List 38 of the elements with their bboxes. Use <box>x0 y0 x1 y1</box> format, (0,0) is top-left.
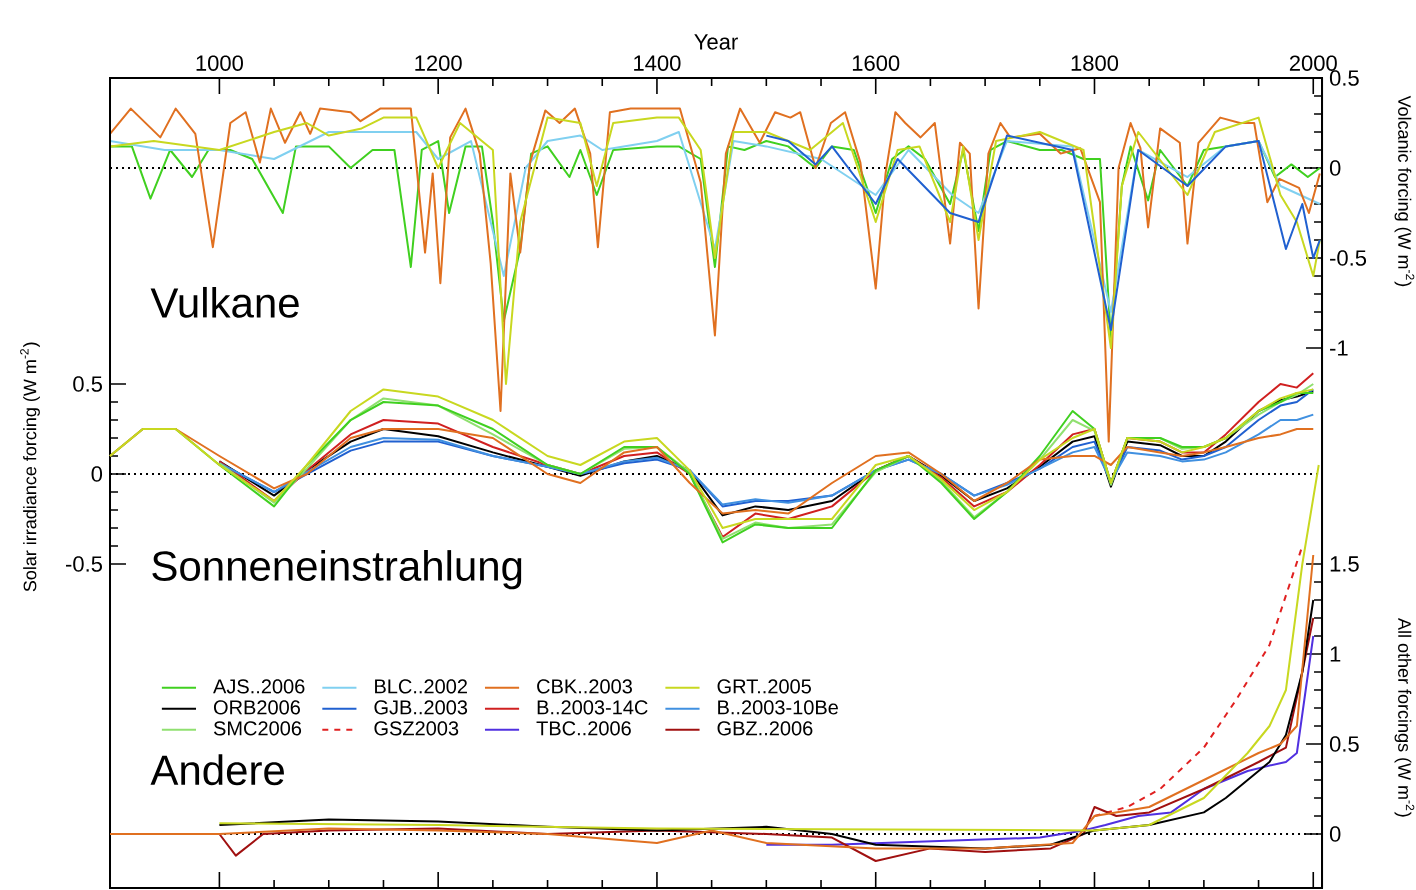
legend-label: GBZ..2006 <box>717 721 813 736</box>
legend-label: TBC..2006 <box>536 721 631 736</box>
y-tick-label: 0 <box>1329 160 1341 176</box>
y-tick-label: 0 <box>91 466 103 482</box>
y-axis-title: All other forcings (W m$^{-2}$) <box>1394 618 1415 817</box>
text: SMC2006 <box>213 721 302 736</box>
line-series <box>109 116 1321 385</box>
text: GJB..2003 <box>374 700 468 715</box>
text: BLC..2002 <box>375 679 467 694</box>
annotation: Sonneneinstrahlung <box>152 550 522 590</box>
y-axis-title: Volcanic forcing (W m$^{-2}$) <box>1394 95 1415 287</box>
x-tick-label: 1200 <box>415 55 462 71</box>
text: GRT..2005 <box>717 679 811 694</box>
x-tick-label: 2000 <box>1289 55 1337 71</box>
text: AJS..2006 <box>213 679 305 694</box>
x-axis-title: Year <box>694 34 738 50</box>
x-tick-label: 1800 <box>1071 55 1119 71</box>
annotation: Vulkane <box>150 286 299 318</box>
x-tick-label: 1400 <box>634 55 681 71</box>
y-axis-title: Solar irradiance forcing (W m$^{-2}$) <box>20 342 40 592</box>
y-tick-label: -1 <box>1330 340 1348 356</box>
text: B..2003-10Be <box>718 700 838 715</box>
y-tick-label: -0.5 <box>1330 250 1367 266</box>
y-tick-label: 1 <box>1330 646 1341 662</box>
y-tick-label: 0 <box>1329 826 1341 842</box>
text: B..2003-14C <box>537 700 648 715</box>
x-tick-label: 1600 <box>852 55 900 71</box>
y-tick-label: 0.5 <box>1329 736 1359 752</box>
annotation: Andere <box>150 754 284 786</box>
y-tick-label: -0.5 <box>66 556 102 572</box>
y-tick-label: 0.5 <box>73 376 102 392</box>
text: CBK..2003 <box>537 679 632 694</box>
x-tick-label: 1000 <box>196 55 243 71</box>
y-tick-label: 1.5 <box>1330 556 1359 572</box>
line-series <box>765 134 1321 331</box>
text: ORB2006 <box>213 700 300 715</box>
legend-label: GSZ2003 <box>374 721 459 736</box>
y-tick-label: 0.5 <box>1329 70 1359 86</box>
